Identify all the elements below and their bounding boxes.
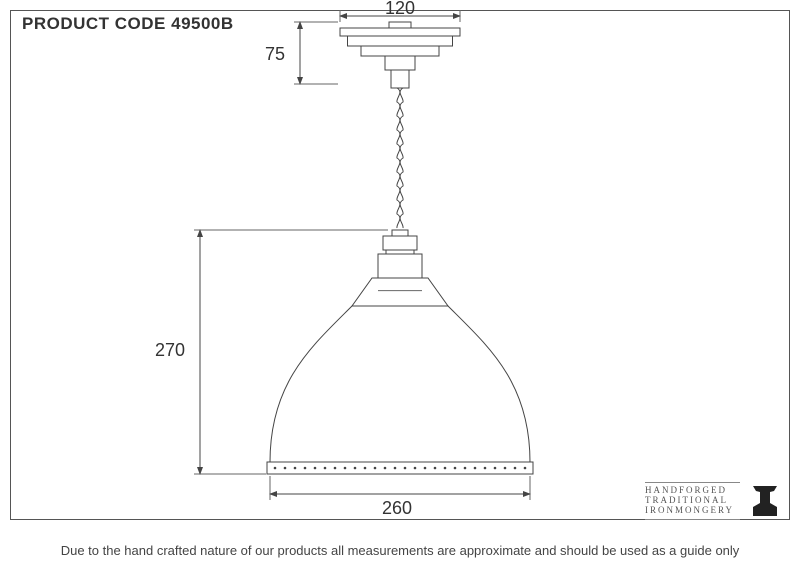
dim-rose-height: 75 xyxy=(265,44,285,65)
product-line-drawing xyxy=(0,0,800,566)
dim-rose-width: 120 xyxy=(385,0,415,19)
dim-shade-width: 260 xyxy=(382,498,412,519)
brand-text: HANDFORGED TRADITIONAL IRONMONGERY xyxy=(645,482,740,520)
brand-line-3: IRONMONGERY xyxy=(645,506,734,516)
disclaimer-text: Due to the hand crafted nature of our pr… xyxy=(0,543,800,558)
anvil-logo-icon xyxy=(750,483,780,519)
dim-shade-height: 270 xyxy=(155,340,185,361)
brand-block: HANDFORGED TRADITIONAL IRONMONGERY xyxy=(645,482,780,520)
